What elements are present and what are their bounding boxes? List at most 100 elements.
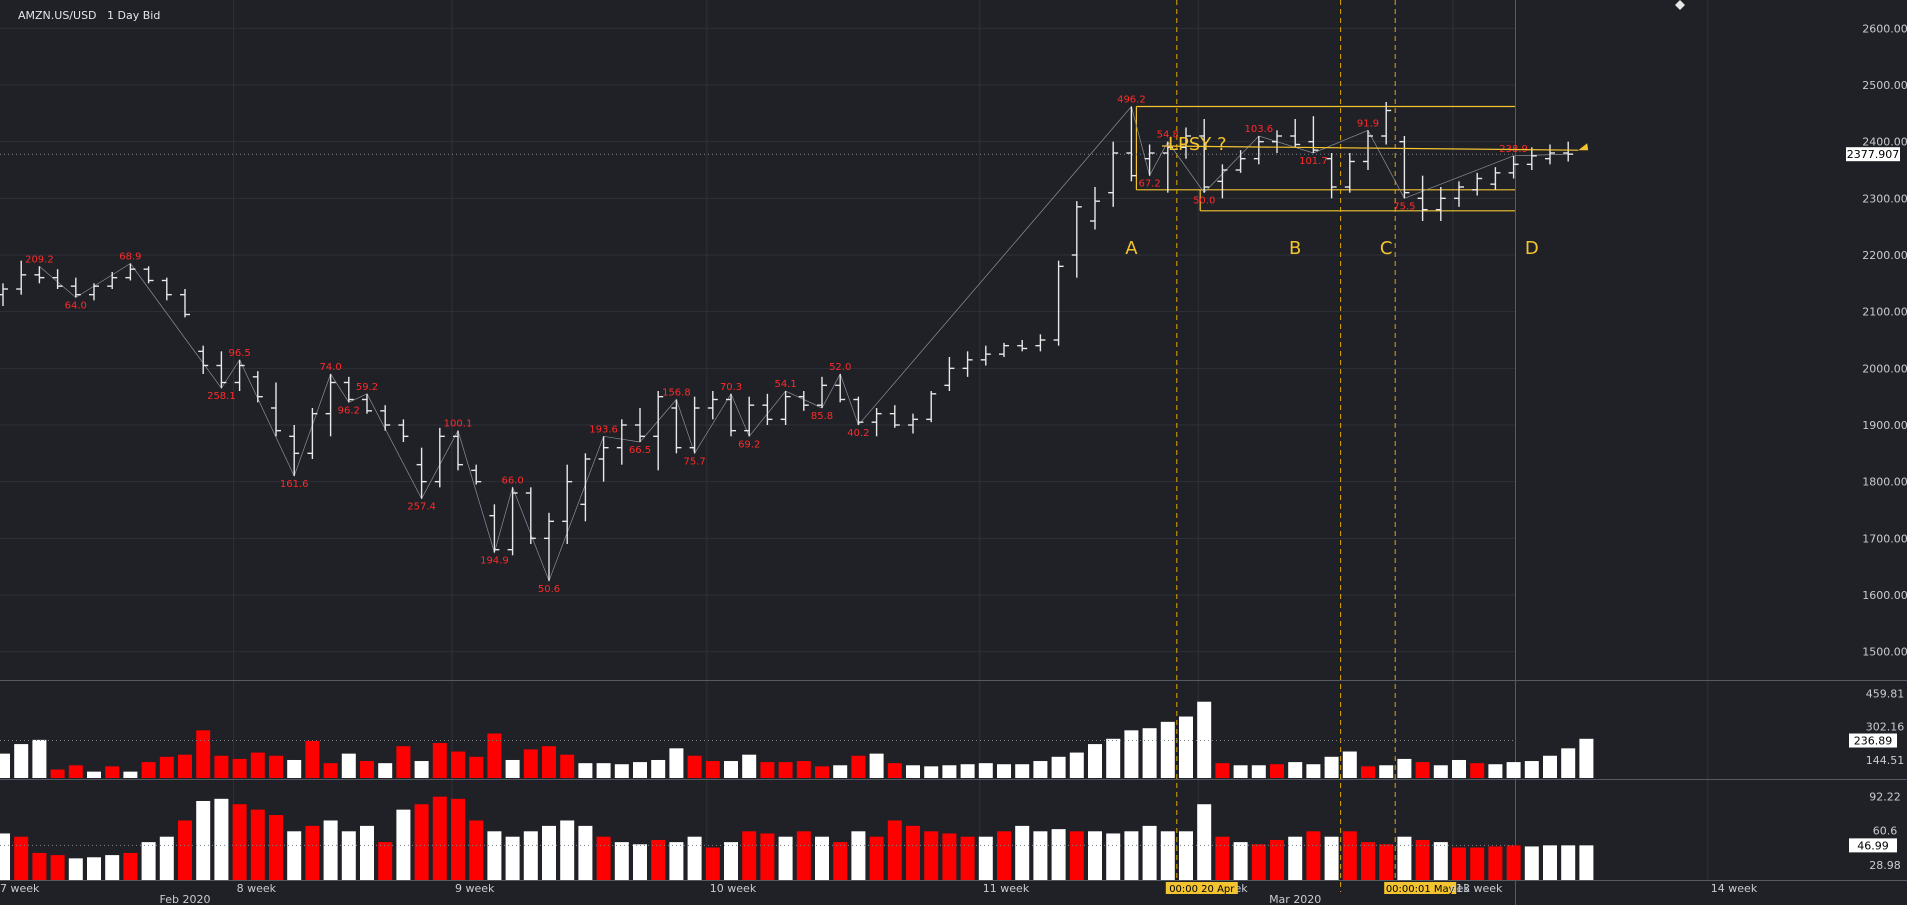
volume-bar: [1033, 761, 1048, 778]
indicator-bar: [1488, 846, 1503, 880]
week-label: 11 week: [983, 882, 1030, 895]
swing-label: 85.8: [811, 411, 833, 422]
volume-bar: [105, 766, 120, 778]
volume-bar: [560, 754, 575, 778]
swing-label: 54.8: [1157, 130, 1179, 141]
volume-bar: [1452, 759, 1466, 778]
volume-bar: [815, 766, 829, 778]
price-tick-label: 2100.00: [1862, 306, 1907, 319]
week-label: 8 week: [237, 882, 277, 895]
volume-bar: [1415, 762, 1430, 778]
indicator-bar: [1160, 831, 1175, 880]
week-label: 10 week: [710, 882, 757, 895]
swing-label: 50.0: [1193, 196, 1215, 207]
indicator-bar: [323, 820, 338, 880]
volume-bar: [687, 755, 702, 778]
volume-bar: [523, 749, 538, 778]
indicator-bar: [68, 858, 83, 880]
symbol-label: AMZN.US/USD: [18, 9, 97, 22]
volume-bar: [669, 748, 684, 778]
volume-bar: [1270, 764, 1284, 778]
volume-bar: [32, 739, 47, 778]
indicator-bar: [1270, 839, 1284, 880]
swing-label: 66.0: [501, 475, 523, 486]
volume-bar: [1124, 730, 1139, 778]
indicator-bar: [378, 842, 393, 880]
month-label: Feb 2020: [160, 893, 211, 905]
swing-label: 69.2: [738, 439, 760, 450]
week-label: eek: [1450, 882, 1471, 895]
volume-bar: [341, 753, 356, 778]
volume-bar: [50, 769, 65, 778]
swing-label: 103.6: [1244, 124, 1273, 135]
volume-bar: [887, 763, 902, 778]
swing-label: 64.0: [65, 301, 87, 312]
indicator-bar: [760, 833, 775, 880]
volume-bar: [851, 755, 866, 778]
indicator-bar: [1215, 836, 1230, 880]
month-label: Mar 2020: [1269, 893, 1321, 905]
swing-label: 193.6: [589, 424, 618, 435]
swing-label: 67.2: [1138, 179, 1160, 190]
indicator-bar: [1379, 844, 1394, 880]
indicator-bar: [451, 798, 465, 880]
volume-bar: [760, 762, 775, 778]
swing-label: 209.2: [25, 254, 54, 265]
indicator-bar: [87, 857, 101, 880]
indicator-bar: [360, 825, 374, 880]
volume-bar: [1579, 738, 1594, 778]
indicator-bar: [396, 809, 411, 880]
swing-label: 101.7: [1299, 156, 1328, 167]
swing-label: 258.1: [207, 391, 236, 402]
indicator-bar: [1506, 845, 1521, 880]
swing-label: 74.0: [319, 362, 341, 373]
volume-bar: [705, 761, 720, 778]
indicator-bar: [1306, 831, 1321, 880]
date-highlight-label: 00:00:01 May: [1386, 884, 1455, 895]
date-highlight-tag: [1384, 882, 1457, 894]
volume-bar: [232, 758, 247, 778]
price-tick-label: 2300.00: [1862, 192, 1907, 205]
indicator-bar: [1288, 836, 1303, 880]
swing-label: 52.0: [829, 362, 851, 373]
volume-bar: [159, 756, 174, 778]
volume-bar: [1470, 763, 1485, 778]
swing-label: 59.2: [356, 382, 378, 393]
volume-bar: [178, 754, 192, 778]
volume-bar: [1197, 701, 1212, 778]
indicator-bar: [105, 855, 120, 880]
last-price-value: 2377.907: [1847, 148, 1900, 161]
indicator-bar: [469, 820, 484, 880]
chart-title: AMZN.US/USD 1 Day Bid: [18, 9, 160, 22]
price-tick-label: 2200.00: [1862, 249, 1907, 262]
volume-bar: [360, 761, 374, 778]
indicator-bar: [1088, 831, 1102, 880]
week-label: 7 week: [0, 882, 40, 895]
volume-bar: [1342, 751, 1357, 778]
indicator-tick-label: 28.98: [1869, 859, 1901, 872]
volume-bar: [1142, 728, 1157, 778]
swing-label: 70.3: [720, 382, 742, 393]
volume-bar: [1233, 765, 1248, 778]
volume-bar: [269, 755, 283, 778]
volume-bar: [214, 755, 229, 778]
price-tick-label: 1800.00: [1862, 476, 1907, 489]
price-tick-label: 1700.00: [1862, 532, 1907, 545]
volume-bar: [906, 765, 920, 778]
price-tick-label: 1900.00: [1862, 419, 1907, 432]
volume-bar: [87, 771, 101, 778]
indicator-bar: [742, 831, 757, 880]
volume-bar: [396, 746, 411, 778]
indicator-bar: [1069, 831, 1084, 880]
indicator-bar: [1179, 831, 1193, 880]
indicator-bar: [287, 831, 302, 880]
volume-bar: [614, 764, 629, 778]
indicator-bar: [1342, 831, 1357, 880]
swing-label: 496.2: [1117, 95, 1146, 106]
volume-bar: [1015, 764, 1030, 778]
indicator-bar: [1033, 831, 1048, 880]
price-tick-label: 2500.00: [1862, 79, 1907, 92]
indicator-bar: [705, 847, 720, 880]
indicator-bar: [1397, 836, 1412, 880]
